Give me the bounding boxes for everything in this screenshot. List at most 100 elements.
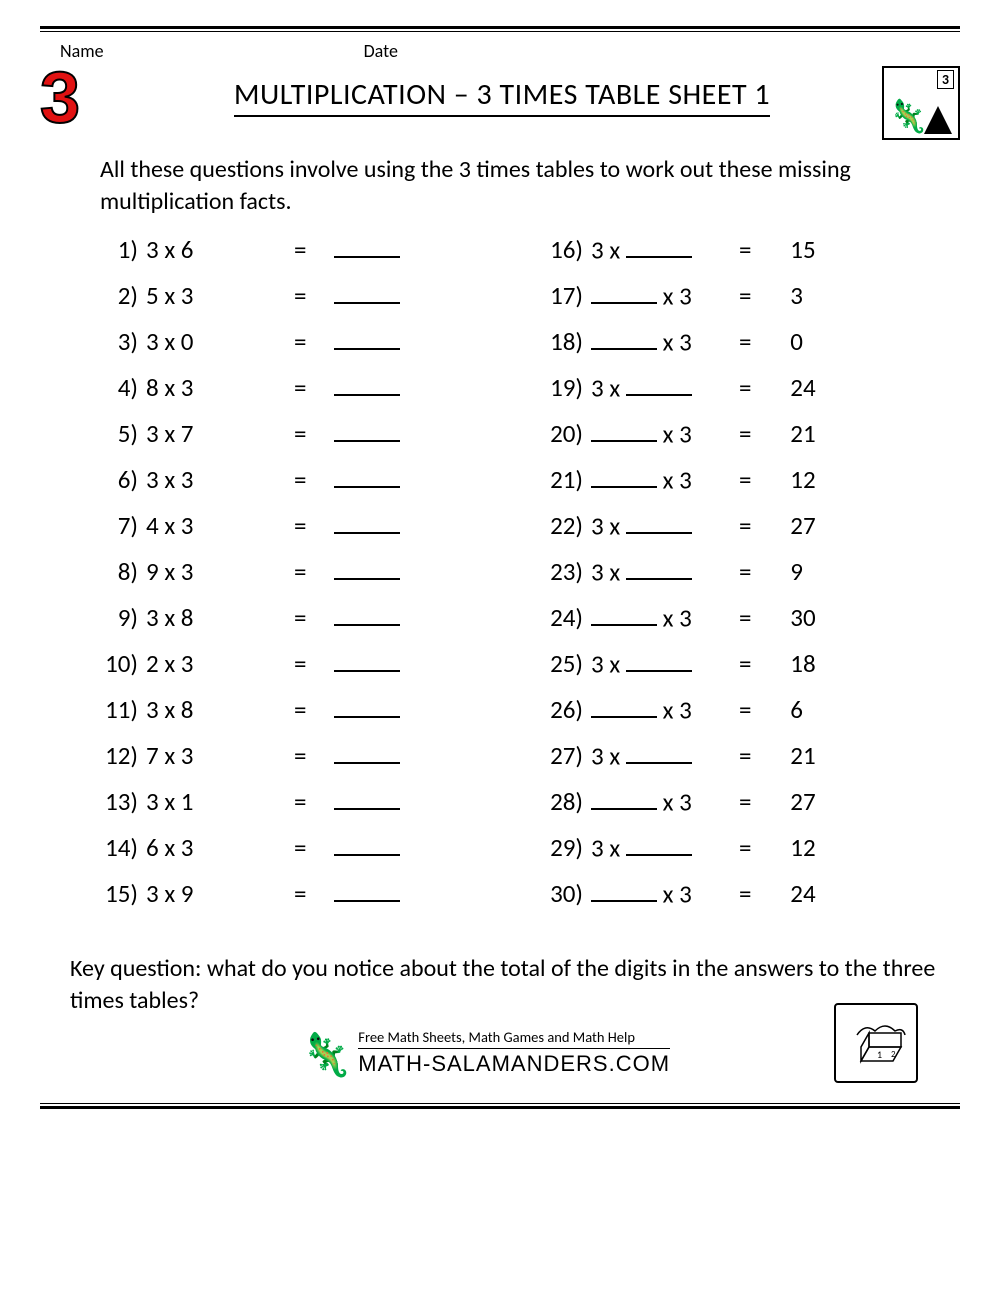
- problem-expression: 3 x: [591, 507, 739, 542]
- problem-expression: 3 x 0: [146, 326, 294, 357]
- equals-sign: =: [739, 694, 779, 725]
- answer-value: 15: [779, 234, 899, 265]
- problem-expression: x 3: [591, 599, 739, 634]
- problem-row: 29)3 x = 12: [535, 829, 960, 875]
- problem-expression: x 3: [591, 461, 739, 496]
- equals-sign: =: [739, 234, 779, 265]
- problem-expression: 3 x 8: [146, 694, 294, 725]
- factor-blank[interactable]: [591, 783, 657, 811]
- footer-brand: 🦎 Free Math Sheets, Math Games and Math …: [300, 1028, 670, 1077]
- answer-blank[interactable]: [334, 323, 454, 358]
- problem-expression: 3 x 8: [146, 602, 294, 633]
- answer-value: 24: [779, 878, 899, 909]
- factor-blank[interactable]: [591, 323, 657, 351]
- problem-row: 20) x 3= 21: [535, 415, 960, 461]
- factor-blank[interactable]: [591, 599, 657, 627]
- factor-blank[interactable]: [626, 737, 692, 765]
- factor-blank[interactable]: [626, 369, 692, 397]
- answer-value: 27: [779, 786, 899, 817]
- equals-sign: =: [294, 418, 334, 449]
- problem-row: 13)3 x 1=: [90, 783, 515, 829]
- footer-tagline: Free Math Sheets, Math Games and Math He…: [358, 1028, 670, 1046]
- dice-icon: 1 2: [834, 1003, 918, 1083]
- equals-sign: =: [739, 648, 779, 679]
- answer-blank[interactable]: [334, 783, 454, 818]
- answer-blank[interactable]: [334, 369, 454, 404]
- key-question: Key question: what do you notice about t…: [70, 953, 940, 1018]
- problem-expression: 3 x: [591, 645, 739, 680]
- problem-row: 22)3 x = 27: [535, 507, 960, 553]
- equals-sign: =: [739, 878, 779, 909]
- equals-sign: =: [739, 602, 779, 633]
- problem-number: 15): [90, 878, 146, 909]
- factor-blank[interactable]: [591, 691, 657, 719]
- answer-blank[interactable]: [334, 553, 454, 588]
- problem-expression: 7 x 3: [146, 740, 294, 771]
- answer-value: 24: [779, 372, 899, 403]
- answer-blank[interactable]: [334, 691, 454, 726]
- problem-row: 25)3 x = 18: [535, 645, 960, 691]
- equals-sign: =: [294, 464, 334, 495]
- problem-number: 27): [535, 740, 591, 771]
- problem-row: 19)3 x = 24: [535, 369, 960, 415]
- problem-row: 24) x 3= 30: [535, 599, 960, 645]
- factor-blank[interactable]: [626, 553, 692, 581]
- problem-number: 26): [535, 694, 591, 725]
- problem-number: 17): [535, 280, 591, 311]
- problem-expression: 3 x: [591, 231, 739, 266]
- answer-value: 9: [779, 556, 899, 587]
- problem-expression: 3 x 3: [146, 464, 294, 495]
- problem-expression: 2 x 3: [146, 648, 294, 679]
- answer-blank[interactable]: [334, 875, 454, 910]
- factor-blank[interactable]: [626, 231, 692, 259]
- problem-row: 27)3 x = 21: [535, 737, 960, 783]
- answer-blank[interactable]: [334, 461, 454, 496]
- factor-blank[interactable]: [591, 415, 657, 443]
- equals-sign: =: [739, 372, 779, 403]
- bottom-rule: [40, 1103, 960, 1109]
- answer-value: 6: [779, 694, 899, 725]
- factor-blank[interactable]: [591, 277, 657, 305]
- factor-blank[interactable]: [626, 829, 692, 857]
- triangle-icon: [924, 106, 952, 134]
- problem-number: 29): [535, 832, 591, 863]
- equals-sign: =: [739, 280, 779, 311]
- answer-blank[interactable]: [334, 829, 454, 864]
- factor-blank[interactable]: [626, 645, 692, 673]
- problem-number: 24): [535, 602, 591, 633]
- answer-blank[interactable]: [334, 737, 454, 772]
- problem-row: 2)5 x 3=: [90, 277, 515, 323]
- factor-blank[interactable]: [626, 507, 692, 535]
- logo-grade-box: 3: [937, 70, 954, 89]
- problem-row: 18) x 3= 0: [535, 323, 960, 369]
- problem-number: 4): [90, 372, 146, 403]
- problem-number: 20): [535, 418, 591, 449]
- problem-number: 8): [90, 556, 146, 587]
- problem-number: 12): [90, 740, 146, 771]
- problem-number: 13): [90, 786, 146, 817]
- equals-sign: =: [294, 878, 334, 909]
- problem-expression: 9 x 3: [146, 556, 294, 587]
- answer-blank[interactable]: [334, 277, 454, 312]
- answer-value: 27: [779, 510, 899, 541]
- problem-row: 28) x 3= 27: [535, 783, 960, 829]
- equals-sign: =: [294, 234, 334, 265]
- equals-sign: =: [294, 602, 334, 633]
- factor-blank[interactable]: [591, 875, 657, 903]
- problem-number: 28): [535, 786, 591, 817]
- answer-blank[interactable]: [334, 645, 454, 680]
- brand-logo: 3 🦎: [882, 66, 960, 140]
- problem-number: 10): [90, 648, 146, 679]
- date-label: Date: [364, 40, 398, 62]
- problems-right-column: 16)3 x = 1517) x 3= 318) x 3= 019)3 x = …: [535, 231, 960, 921]
- equals-sign: =: [739, 786, 779, 817]
- answer-blank[interactable]: [334, 507, 454, 542]
- problem-expression: 3 x: [591, 737, 739, 772]
- answer-value: 12: [779, 832, 899, 863]
- problem-number: 11): [90, 694, 146, 725]
- factor-blank[interactable]: [591, 461, 657, 489]
- problem-expression: 8 x 3: [146, 372, 294, 403]
- answer-blank[interactable]: [334, 415, 454, 450]
- answer-blank[interactable]: [334, 599, 454, 634]
- answer-blank[interactable]: [334, 231, 454, 266]
